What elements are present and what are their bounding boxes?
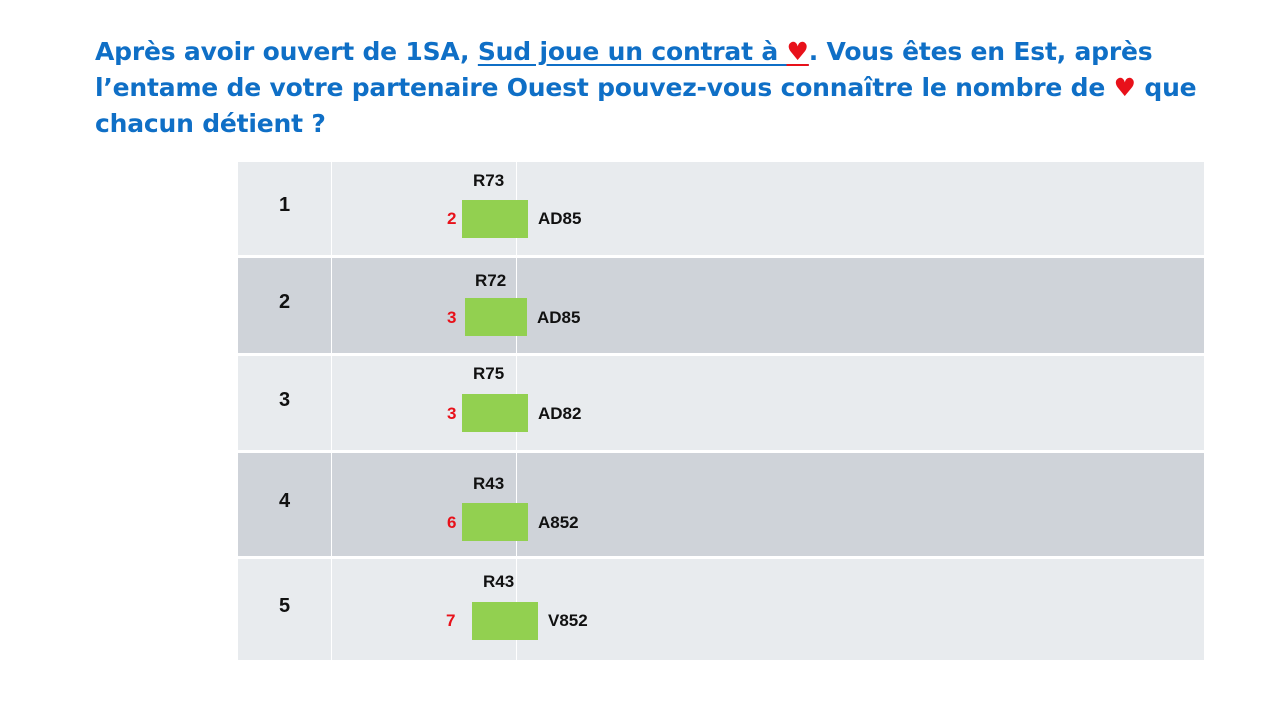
table-box (462, 503, 528, 541)
deal-diagram: R72 3 AD85 (332, 258, 580, 353)
north-holding: R43 (473, 474, 505, 493)
table-row: 5 R43 7 V852 (238, 559, 1204, 660)
answer-cell[interactable] (517, 559, 1204, 660)
row-number: 4 (238, 453, 332, 556)
table-box (465, 298, 527, 336)
heart-icon: ♥ (1113, 73, 1136, 102)
north-holding: R73 (473, 171, 505, 190)
east-holding: AD85 (538, 209, 582, 228)
lead-card: 6 (447, 513, 457, 532)
lead-card: 7 (446, 611, 456, 630)
table-box (462, 200, 528, 238)
lead-card: 2 (447, 209, 457, 228)
deal-diagram: R73 2 AD85 (332, 162, 581, 255)
deal-diagram: R43 7 V852 (332, 559, 588, 660)
deal-diagram: R43 6 A852 (332, 453, 579, 556)
east-holding: AD82 (538, 404, 582, 423)
east-holding: V852 (548, 611, 588, 630)
table-row: 1 R73 2 AD85 (238, 162, 1204, 258)
title-part1: Après avoir ouvert de 1SA, (95, 37, 478, 66)
answer-cell[interactable] (517, 162, 1204, 255)
table-box (472, 602, 538, 640)
question-title: Après avoir ouvert de 1SA, Sud joue un c… (95, 34, 1205, 142)
lead-card: 3 (447, 308, 457, 327)
answer-cell[interactable] (517, 356, 1204, 450)
title-part2: . Vous êtes en Est, après l’entame de vo… (95, 37, 1153, 102)
row-number: 1 (238, 162, 332, 255)
title-part3: que chacun détient ? (95, 73, 1197, 138)
exercise-table: 1 R73 2 AD85 2 R72 3 AD85 3 R75 3 AD82 4 (238, 162, 1204, 660)
table-row: 3 R75 3 AD82 (238, 356, 1204, 453)
table-row: 2 R72 3 AD85 (238, 258, 1204, 356)
answer-cell[interactable] (517, 258, 1204, 353)
row-number: 3 (238, 356, 332, 450)
row-number: 5 (238, 559, 332, 660)
east-holding: A852 (538, 513, 579, 532)
north-holding: R72 (475, 271, 507, 290)
deal-diagram: R75 3 AD82 (332, 356, 581, 450)
title-underlined-phrase: Sud joue un contrat à ♥ (477, 37, 809, 66)
north-holding: R75 (473, 364, 505, 383)
answer-cell[interactable] (517, 453, 1204, 556)
north-holding: R43 (483, 572, 515, 591)
table-box (462, 394, 528, 432)
table-row: 4 R43 6 A852 (238, 453, 1204, 559)
row-number: 2 (238, 258, 332, 353)
lead-card: 3 (447, 404, 457, 423)
heart-icon: ♥ (786, 37, 809, 66)
east-holding: AD85 (537, 308, 581, 327)
